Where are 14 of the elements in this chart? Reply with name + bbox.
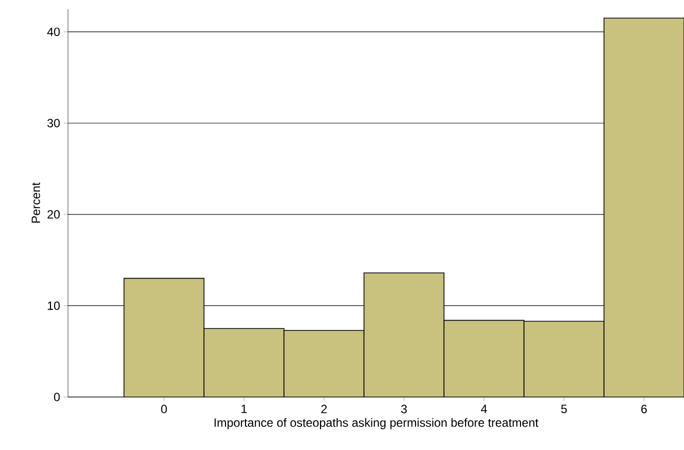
x-tick-label: 4 [480,404,487,413]
y-tick-label: 20 [48,210,60,219]
x-tick-label: 2 [321,404,327,414]
x-tick-label: 5 [561,404,567,414]
x-tick-label: 1 [242,404,247,413]
y-tick-label: 30 [47,118,60,128]
y-axis-title: Percent [32,182,40,223]
y-tick-label: 40 [47,28,60,36]
x-tick-label: 6 [641,404,647,414]
y-tick-label: 10 [48,301,60,310]
x-tick-label: 0 [161,404,167,414]
x-tick-label: 3 [401,404,407,414]
x-axis-title: Importance of osteopaths asking permission before treatment [214,418,538,430]
y-tick-label: 0 [54,392,60,402]
